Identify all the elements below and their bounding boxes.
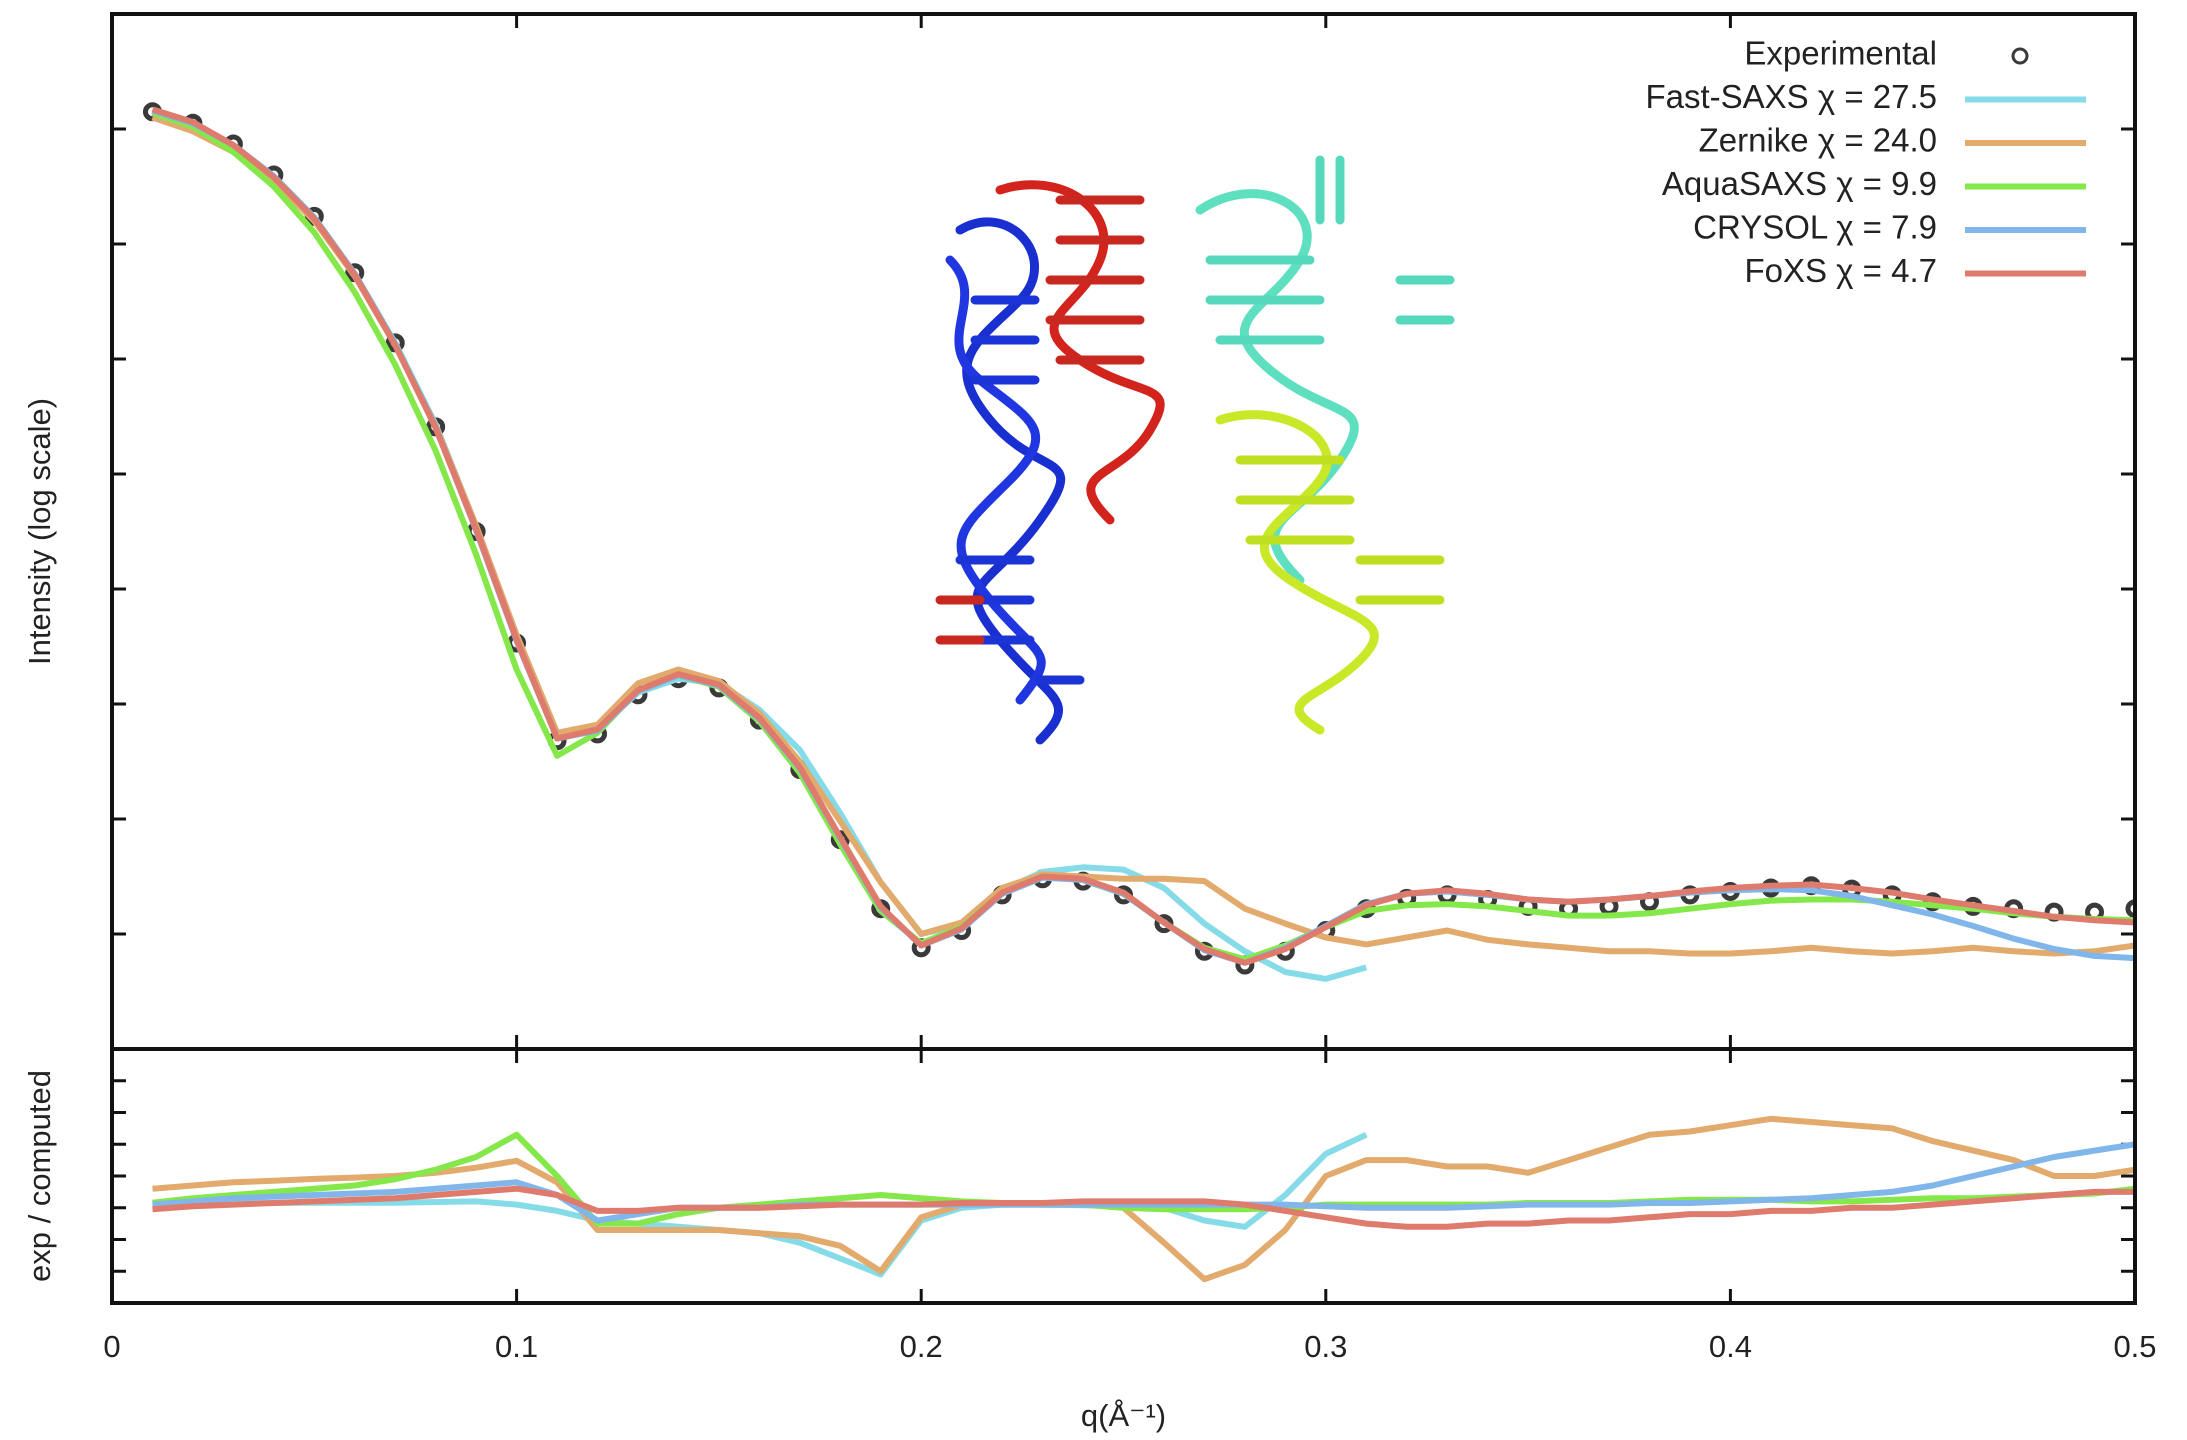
x-tick-label: 0.5 [2113, 1329, 2156, 1364]
legend-label: Experimental [1744, 35, 1937, 72]
x-tick-label: 0.1 [495, 1329, 538, 1364]
y-axis-label: Intensity (log scale) [22, 398, 57, 665]
x-axis-label: q(Å⁻¹) [1081, 1398, 1166, 1433]
y-axis-label: exp / computed [22, 1070, 57, 1282]
legend-label: CRYSOL χ = 7.9 [1693, 209, 1937, 246]
data-point [2125, 899, 2135, 919]
x-tick-label: 0.2 [900, 1329, 943, 1364]
protein-structure [935, 155, 1455, 745]
legend: Experimental Fast-SAXS χ = 27.5 Zernike χ … [1645, 35, 2086, 289]
legend-label: AquaSAXS χ = 9.9 [1662, 165, 1937, 202]
x-tick-label: 0.4 [1709, 1329, 1752, 1364]
series-line [151, 106, 2135, 966]
series-line [152, 1185, 2135, 1230]
series-line [152, 1141, 2135, 1224]
series-line [152, 1115, 2135, 1283]
plot-frame [110, 1047, 2137, 1305]
legend-label: Fast-SAXS χ = 27.5 [1645, 78, 1937, 115]
legend-label: Zernike χ = 24.0 [1699, 122, 1937, 159]
legend-swatch [2011, 47, 2029, 65]
x-tick-label: 0.3 [1304, 1329, 1347, 1364]
plot-area [142, 102, 2135, 982]
plot-area [152, 1115, 2135, 1283]
legend-label: FoXS χ = 4.7 [1744, 252, 1937, 289]
x-tick-label: 0 [103, 1329, 120, 1364]
